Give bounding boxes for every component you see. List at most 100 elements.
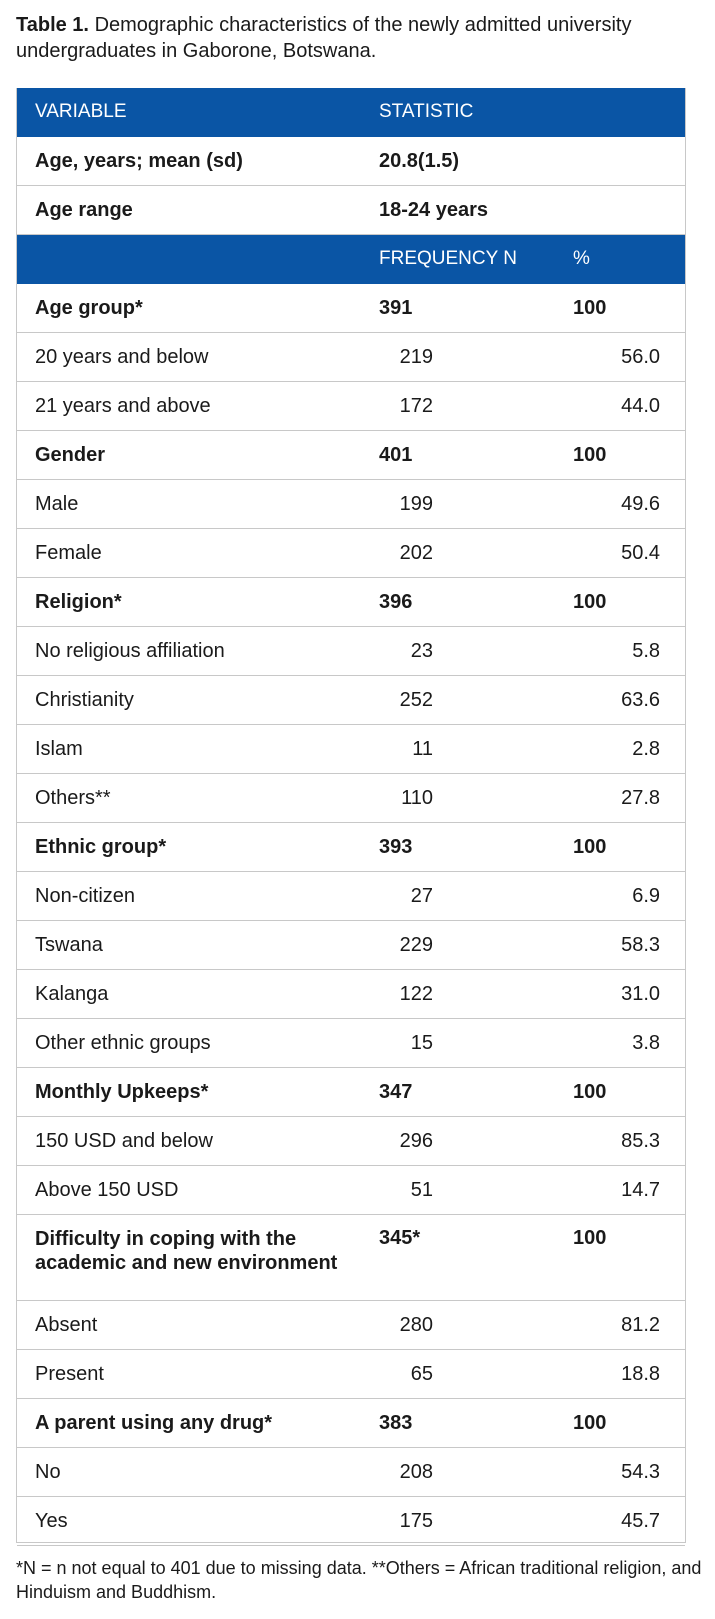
row-label: A parent using any drug* (17, 1398, 379, 1448)
spacer-cell (449, 332, 557, 382)
row-frequency: 27 (379, 871, 449, 921)
row-label: Present (17, 1349, 379, 1399)
row-frequency: 65 (379, 1349, 449, 1399)
row-frequency: 110 (379, 773, 449, 823)
group-row: Religion* 396 100 (17, 577, 686, 627)
spacer-cell (449, 381, 557, 431)
group-row: Age group* 391 100 (17, 283, 686, 333)
table-row: Islam 11 2.8 (17, 724, 686, 774)
group-row: Ethnic group* 393 100 (17, 822, 686, 872)
table-number: Table 1. (16, 14, 89, 36)
row-frequency: 199 (379, 479, 449, 529)
row-label: Absent (17, 1300, 379, 1350)
row-percent: 2.8 (557, 724, 686, 774)
row-percent: 54.3 (557, 1447, 686, 1497)
row-frequency: 345* (379, 1214, 557, 1301)
row-label: 21 years and above (17, 381, 379, 431)
row-label: Female (17, 528, 379, 578)
row-percent: 100 (557, 283, 686, 333)
row-percent: 18.8 (557, 1349, 686, 1399)
row-percent: 44.0 (557, 381, 686, 431)
row-percent: 100 (557, 822, 686, 872)
row-label: Difficulty in coping with the academic a… (17, 1214, 379, 1301)
row-frequency: 229 (379, 920, 449, 970)
age-mean-value: 20.8(1.5) (379, 136, 686, 186)
row-percent: 100 (557, 1398, 686, 1448)
table-row: Above 150 USD 51 14.7 (17, 1165, 686, 1215)
spacer-cell (449, 724, 557, 774)
row-percent: 6.9 (557, 871, 686, 921)
row-frequency: 347 (379, 1067, 557, 1117)
row-label: 20 years and below (17, 332, 379, 382)
row-frequency: 175 (379, 1496, 449, 1546)
row-percent: 27.8 (557, 773, 686, 823)
spacer-cell (449, 1165, 557, 1215)
row-percent: 31.0 (557, 969, 686, 1019)
row-label: Others** (17, 773, 379, 823)
row-frequency: 383 (379, 1398, 557, 1448)
spacer-cell (449, 1018, 557, 1068)
header-frequency: FREQUENCY N (379, 234, 557, 284)
table-row: No religious affiliation 23 5.8 (17, 626, 686, 676)
table-row: Non-citizen 27 6.9 (17, 871, 686, 921)
row-label: Above 150 USD (17, 1165, 379, 1215)
row-frequency: 23 (379, 626, 449, 676)
row-percent: 100 (557, 577, 686, 627)
table-row: 150 USD and below 296 85.3 (17, 1116, 686, 1166)
table-row: Christianity 252 63.6 (17, 675, 686, 725)
group-row: Difficulty in coping with the academic a… (17, 1214, 686, 1301)
row-label: Tswana (17, 920, 379, 970)
row-percent: 49.6 (557, 479, 686, 529)
age-range-label: Age range (17, 185, 379, 235)
row-percent: 85.3 (557, 1116, 686, 1166)
row-age-range: Age range 18-24 years (17, 185, 686, 235)
group-row: A parent using any drug* 383 100 (17, 1398, 686, 1448)
age-range-value: 18-24 years (379, 185, 686, 235)
spacer-cell (449, 1447, 557, 1497)
row-percent: 63.6 (557, 675, 686, 725)
row-frequency: 396 (379, 577, 557, 627)
spacer-cell (449, 773, 557, 823)
row-percent: 100 (557, 1067, 686, 1117)
table-row: Other ethnic groups 15 3.8 (17, 1018, 686, 1068)
row-percent: 14.7 (557, 1165, 686, 1215)
row-label: Christianity (17, 675, 379, 725)
table-title: Demographic characteristics of the newly… (16, 14, 632, 62)
header-percent: % (557, 234, 686, 284)
row-frequency: 401 (379, 430, 557, 480)
spacer-cell (449, 920, 557, 970)
header-row-variable-statistic: VARIABLE STATISTIC (17, 88, 686, 137)
row-frequency: 122 (379, 969, 449, 1019)
row-frequency: 391 (379, 283, 557, 333)
table-row: 20 years and below 219 56.0 (17, 332, 686, 382)
row-label: Non-citizen (17, 871, 379, 921)
row-label: Age group* (17, 283, 379, 333)
table-row: Absent 280 81.2 (17, 1300, 686, 1350)
row-frequency: 393 (379, 822, 557, 872)
row-percent: 56.0 (557, 332, 686, 382)
row-label: Male (17, 479, 379, 529)
spacer-cell (449, 675, 557, 725)
row-percent: 45.7 (557, 1496, 686, 1546)
spacer-cell (449, 1300, 557, 1350)
table-row: Kalanga 122 31.0 (17, 969, 686, 1019)
table-row: Others** 110 27.8 (17, 773, 686, 823)
row-label: Monthly Upkeeps* (17, 1067, 379, 1117)
row-frequency: 296 (379, 1116, 449, 1166)
table-footnote: *N = n not equal to 401 due to missing d… (16, 1558, 702, 1602)
age-mean-label: Age, years; mean (sd) (17, 136, 379, 186)
spacer-cell (449, 479, 557, 529)
table-caption: Table 1. Demographic characteristics of … (16, 12, 706, 64)
spacer-cell (449, 528, 557, 578)
table-row: Male 199 49.6 (17, 479, 686, 529)
row-frequency: 172 (379, 381, 449, 431)
table-row: No 208 54.3 (17, 1447, 686, 1497)
spacer-cell (449, 969, 557, 1019)
row-frequency: 252 (379, 675, 449, 725)
table-row: 21 years and above 172 44.0 (17, 381, 686, 431)
group-row: Gender 401 100 (17, 430, 686, 480)
spacer-cell (449, 871, 557, 921)
row-label: Other ethnic groups (17, 1018, 379, 1068)
row-percent: 100 (557, 1214, 686, 1301)
header-row-frequency: FREQUENCY N % (17, 234, 686, 284)
